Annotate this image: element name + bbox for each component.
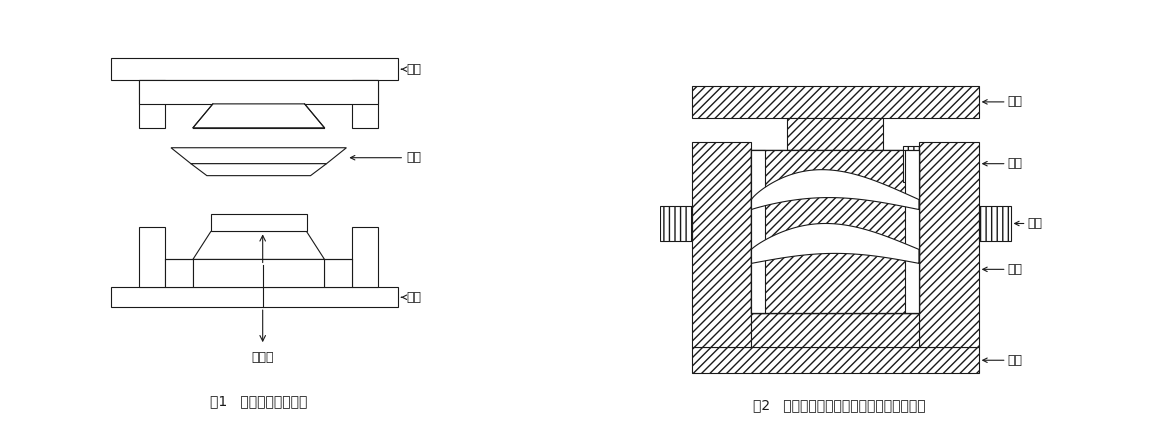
Text: 毛坯: 毛坯 [406, 151, 421, 164]
Text: 底模: 底模 [1008, 263, 1023, 276]
Bar [353, 228, 378, 288]
Polygon shape [190, 164, 326, 176]
Polygon shape [751, 170, 920, 210]
Text: 框架: 框架 [1027, 217, 1043, 230]
Bar [692, 347, 979, 373]
Bar [751, 150, 765, 313]
Bar [353, 80, 378, 128]
Bar [324, 260, 353, 288]
Bar [751, 150, 920, 313]
Polygon shape [171, 148, 346, 164]
Bar [904, 150, 920, 313]
Bar [659, 206, 692, 241]
Bar [139, 228, 165, 288]
Text: 上模: 上模 [1008, 95, 1023, 109]
Polygon shape [851, 150, 920, 190]
Polygon shape [193, 104, 324, 128]
Polygon shape [751, 150, 920, 313]
Text: 测温点: 测温点 [252, 351, 274, 364]
Text: 阴模: 阴模 [406, 63, 421, 76]
Polygon shape [193, 231, 324, 260]
Bar [751, 150, 920, 313]
Bar [211, 214, 307, 231]
Polygon shape [193, 260, 324, 288]
Bar [751, 150, 920, 313]
Text: 底板: 底板 [1008, 354, 1023, 367]
Bar [979, 206, 1010, 241]
Polygon shape [751, 150, 812, 202]
Bar [692, 86, 979, 118]
Text: 图1   模压成型原理示图: 图1 模压成型原理示图 [210, 394, 308, 408]
Bar [139, 80, 378, 104]
Bar [787, 118, 884, 150]
Bar [903, 146, 920, 182]
Polygon shape [751, 224, 920, 263]
Text: 阳模: 阳模 [406, 291, 421, 304]
Bar [692, 142, 751, 347]
Bar [165, 260, 193, 288]
Bar [920, 142, 979, 347]
Bar [111, 58, 398, 80]
Bar [139, 80, 165, 128]
Text: 挡块: 挡块 [1008, 157, 1023, 170]
Bar [751, 313, 920, 347]
Text: 图2   复合材料发动机叶片模压成型模具示图: 图2 复合材料发动机叶片模压成型模具示图 [752, 398, 925, 412]
Bar [111, 288, 398, 307]
